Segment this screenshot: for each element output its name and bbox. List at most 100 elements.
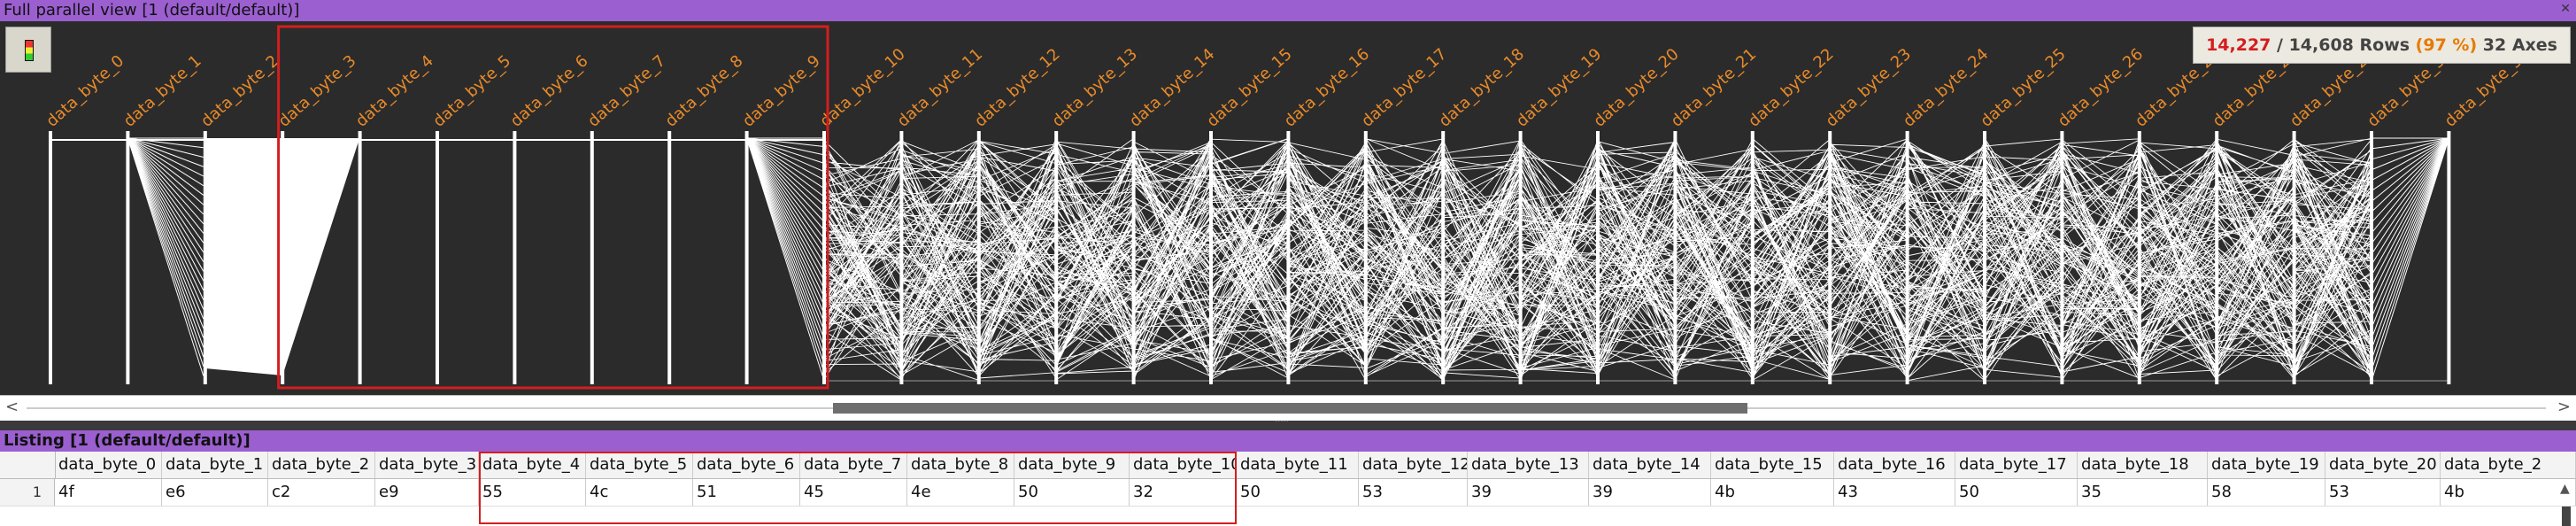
table-cell[interactable]: 58 (2208, 479, 2325, 506)
table-cell[interactable]: 50 (1955, 479, 2078, 506)
column-header[interactable]: data_byte_4 (479, 452, 586, 478)
column-header[interactable]: data_byte_15 (1711, 452, 1834, 478)
splitter-handle[interactable]: ····· (1275, 417, 1289, 427)
axis-label[interactable]: data_byte_2 (197, 51, 282, 130)
column-header[interactable]: data_byte_7 (800, 452, 907, 478)
polyline-segment (746, 137, 825, 256)
table-cell[interactable]: 53 (1359, 479, 1468, 506)
table-cell[interactable]: 4c (586, 479, 693, 506)
column-header[interactable]: data_byte_5 (586, 452, 693, 478)
row-number[interactable]: 1 (0, 479, 55, 506)
polyline-segment (127, 137, 204, 205)
selected-rows: 14,227 (2206, 35, 2271, 55)
polyline-segment (746, 137, 825, 264)
scroll-thumb[interactable] (833, 403, 1747, 414)
table-cell[interactable]: 53 (2325, 479, 2441, 506)
axis-label[interactable]: data_byte_9 (739, 51, 824, 130)
colormap-icon[interactable] (5, 27, 51, 73)
polyline-segment (2371, 137, 2449, 191)
chevron-left-icon[interactable]: < (5, 398, 19, 416)
polyline-bundle (1520, 139, 1599, 382)
parallel-coordinates-plot[interactable]: data_byte_0data_byte_1data_byte_2data_by… (0, 21, 2576, 395)
vertical-scroll-thumb[interactable] (2562, 507, 2571, 526)
polyline-segment (2371, 137, 2449, 382)
close-icon[interactable]: ✕ (2560, 2, 2571, 16)
polyline-bundle (1287, 140, 1367, 381)
column-header[interactable]: data_byte_0 (55, 452, 162, 478)
polyline-segment (746, 137, 825, 382)
table-cell[interactable]: 45 (800, 479, 907, 506)
axis-label[interactable]: data_byte_7 (584, 51, 669, 130)
column-header[interactable]: data_byte_19 (2208, 452, 2325, 478)
table-row[interactable]: 1 4f e6 c2 e9 55 4c 51 45 4e 50 32 50 53 39 39 4b 43 50 35… (0, 479, 2576, 507)
column-header[interactable]: data_byte_20 (2325, 452, 2441, 478)
polyline-segment (746, 137, 825, 290)
table-cell[interactable]: 4f (55, 479, 162, 506)
polyline-segment (746, 137, 825, 356)
polyline-segment (2371, 137, 2449, 287)
polyline-segment (127, 137, 204, 215)
table-cell[interactable]: c2 (268, 479, 375, 506)
polyline-segment (127, 137, 204, 291)
axis-label[interactable]: data_byte_3 (274, 51, 359, 130)
table-cell[interactable]: 39 (1589, 479, 1711, 506)
column-header[interactable]: data_byte_11 (1237, 452, 1359, 478)
selected-percent: 97 % (2423, 35, 2470, 55)
axis-label[interactable]: data_byte_8 (661, 51, 746, 130)
polyline-segment (2371, 137, 2449, 339)
table-cell[interactable]: 55 (479, 479, 586, 506)
column-header[interactable]: data_byte_18 (2078, 452, 2208, 478)
column-header[interactable]: data_byte_14 (1589, 452, 1711, 478)
polyline-segment (127, 137, 204, 234)
listing-table[interactable]: data_byte_0 data_byte_1 data_byte_2 data_by… (0, 452, 2576, 526)
polyline-segment (2371, 137, 2449, 202)
polyline-segment (127, 137, 204, 224)
rows-info-badge: 14,227 / 14,608 Rows (97 %) 32 Axes (2193, 27, 2571, 64)
horizontal-scrollbar[interactable]: < > (0, 395, 2576, 421)
chevron-up-icon[interactable]: ▲ (2560, 482, 2570, 496)
polyline-segment (2371, 137, 2449, 255)
polyline-segment (2371, 137, 2449, 297)
column-header[interactable]: data_byte_8 (907, 452, 1014, 478)
table-cell[interactable]: e6 (162, 479, 268, 506)
table-cell[interactable]: 43 (1834, 479, 1955, 506)
axis-label[interactable]: data_byte_5 (429, 51, 514, 130)
pct-open: ( (2410, 35, 2424, 55)
header-corner (0, 452, 56, 478)
column-header[interactable]: data_byte_9 (1014, 452, 1130, 478)
column-header[interactable]: data_byte_6 (693, 452, 800, 478)
axis-label[interactable]: data_byte_1 (120, 51, 205, 130)
polyline-bundle (2061, 138, 2140, 381)
polyline-bundle (1984, 137, 2063, 381)
table-cell[interactable]: 50 (1014, 479, 1130, 506)
column-header[interactable]: data_byte_12 (1359, 452, 1468, 478)
column-header[interactable]: data_byte_2 (268, 452, 375, 478)
table-cell[interactable]: e9 (375, 479, 479, 506)
polyline-segment (746, 137, 825, 323)
table-cell[interactable]: 39 (1468, 479, 1589, 506)
polyline-segment (2371, 137, 2449, 223)
axis-selection-box[interactable] (277, 25, 829, 390)
polyline-bundle (1365, 137, 1444, 382)
column-header[interactable]: data_byte_2 (2441, 452, 2576, 478)
table-cell[interactable]: 4b (2441, 479, 2576, 506)
column-header[interactable]: data_byte_17 (1955, 452, 2078, 478)
column-header[interactable]: data_byte_3 (375, 452, 479, 478)
table-cell[interactable]: 50 (1237, 479, 1359, 506)
table-cell[interactable]: 32 (1130, 479, 1237, 506)
column-header[interactable]: data_byte_13 (1468, 452, 1589, 478)
column-header[interactable]: data_byte_1 (162, 452, 268, 478)
polyline-segment (127, 137, 204, 177)
table-cell[interactable]: 51 (693, 479, 800, 506)
table-cell[interactable]: 35 (2078, 479, 2208, 506)
vertical-scrollbar[interactable]: ▲ (2560, 482, 2572, 526)
axis-label[interactable]: data_byte_6 (507, 51, 592, 130)
listing-title: Listing [1 (default/default)] (4, 431, 251, 450)
column-header[interactable]: data_byte_16 (1834, 452, 1955, 478)
axis-label[interactable]: data_byte_4 (352, 51, 437, 130)
chevron-right-icon[interactable]: > (2557, 398, 2571, 416)
table-cell[interactable]: 4b (1711, 479, 1834, 506)
table-cell[interactable]: 4e (907, 479, 1014, 506)
column-header[interactable]: data_byte_10 (1130, 452, 1237, 478)
axis-label[interactable]: data_byte_0 (42, 51, 127, 130)
